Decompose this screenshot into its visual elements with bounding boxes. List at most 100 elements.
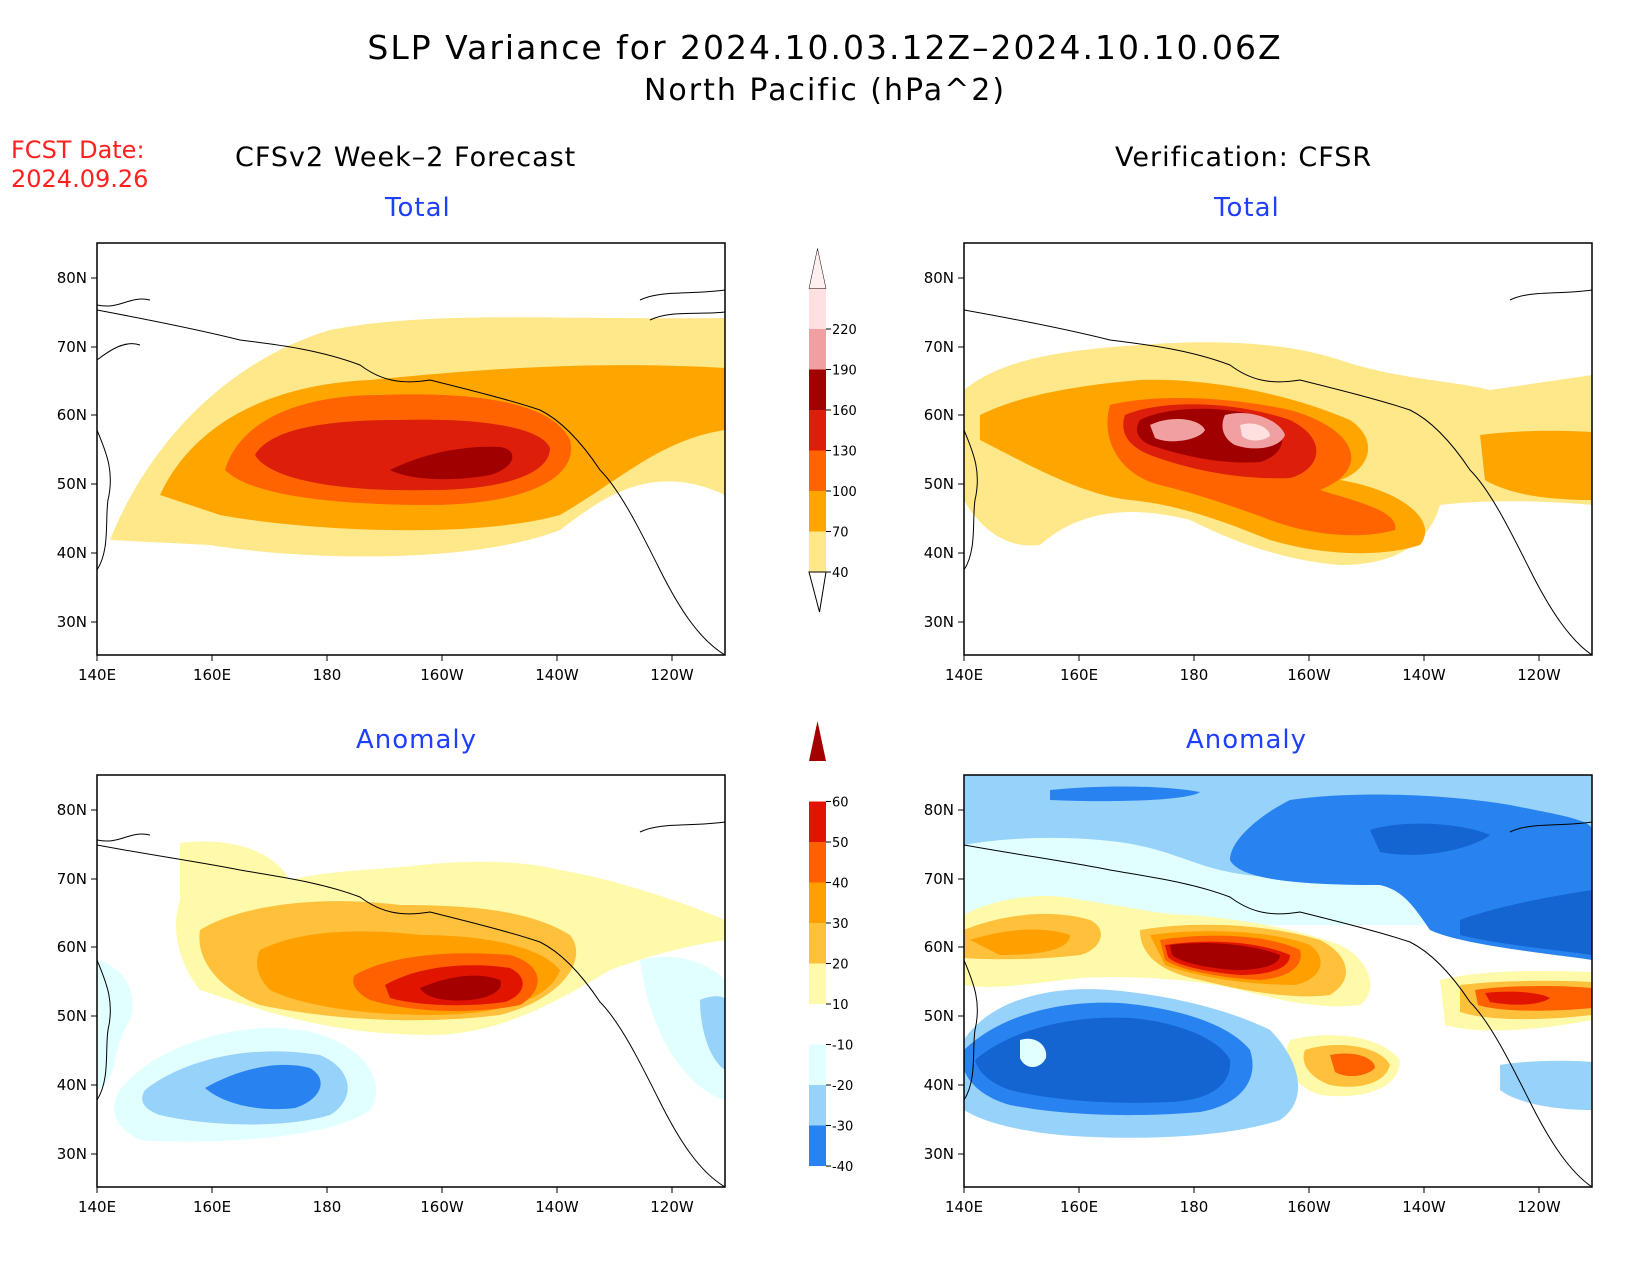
colorbar-swatch	[809, 531, 826, 572]
colorbar-swatch	[809, 923, 826, 964]
lat-tick-label: 60N	[924, 938, 954, 956]
colorbar-swatch	[809, 801, 826, 842]
lon-tick-label: 160W	[1287, 1198, 1331, 1216]
map-forecast-total	[96, 242, 726, 656]
map-verification-total	[963, 242, 1593, 656]
map-forecast-anomaly	[96, 774, 726, 1188]
lat-tick-label: 70N	[57, 338, 87, 356]
contour-160	[390, 446, 513, 480]
panel-label-forecast-anomaly: Anomaly	[356, 725, 478, 755]
lat-tick-label: 50N	[924, 475, 954, 493]
colorbar-swatch	[809, 963, 826, 1004]
lat-tick-label: 80N	[924, 801, 954, 819]
verification-column-title: Verification: CFSR	[1115, 142, 1373, 173]
lat-tick-label: 70N	[924, 870, 954, 888]
lat-tick-label: 60N	[57, 406, 87, 424]
colorbar-level: 50	[832, 836, 849, 851]
lon-tick-label: 140E	[945, 666, 983, 684]
colorbar-swatch	[809, 450, 826, 491]
colorbar-swatch	[809, 288, 826, 329]
colorbar-swatch	[809, 491, 826, 532]
main-title: SLP Variance for 2024.10.03.12Z–2024.10.…	[367, 28, 1283, 67]
lat-tick-label: 40N	[924, 544, 954, 562]
lon-tick-label: 140E	[78, 666, 116, 684]
colorbar-level: -30	[832, 1120, 853, 1135]
colorbar-level: 160	[832, 404, 857, 419]
colorbar-level: -20	[832, 1079, 853, 1094]
colorbar-swatch	[809, 1044, 826, 1085]
colorbar-level: 40	[832, 566, 849, 581]
colorbar-level: 10	[832, 998, 849, 1013]
lat-tick-label: 40N	[924, 1076, 954, 1094]
coastline	[964, 821, 1592, 1187]
colorbar-anomaly: -40 -30 -20 -10 10 20 30 40 50 60	[809, 721, 853, 1175]
colorbar-level: 100	[832, 485, 857, 500]
lat-tick-label: 70N	[57, 870, 87, 888]
lon-tick-label: 140W	[1402, 1198, 1446, 1216]
panel-label-verification-anomaly: Anomaly	[1186, 725, 1308, 755]
lat-tick-label: 50N	[57, 475, 87, 493]
lon-tick-label: 180	[1180, 666, 1209, 684]
contour-pos-hole	[1020, 1038, 1047, 1067]
fcst-date-value: 2024.09.26	[11, 165, 149, 193]
forecast-date-block: FCST Date: 2024.09.26	[11, 136, 148, 194]
colorbar-level: -10	[832, 1039, 853, 1054]
lon-tick-label: 140W	[1402, 666, 1446, 684]
colorbar-level: 20	[832, 958, 849, 973]
lat-tick-label: 50N	[57, 1007, 87, 1025]
colorbar-swatch	[809, 369, 826, 410]
lon-tick-label: 160E	[1060, 666, 1098, 684]
coastline	[964, 289, 1592, 655]
lat-tick-label: 80N	[924, 269, 954, 287]
lon-tick-label: 160W	[1287, 666, 1331, 684]
colorbar-swatch	[809, 410, 826, 451]
main-subtitle: North Pacific (hPa^2)	[643, 73, 1007, 108]
lon-tick-label: 140W	[535, 666, 579, 684]
contour-60	[420, 975, 501, 1001]
lon-tick-label: 120W	[1517, 1198, 1561, 1216]
colorbar-arrow-high	[808, 248, 827, 289]
lat-tick-label: 60N	[57, 938, 87, 956]
lat-tick-label: 30N	[57, 613, 87, 631]
lon-tick-label: 120W	[650, 666, 694, 684]
axes-layer: 140E 160E 180 160W 140W 120W 80N 70N 60N 50N 40N 30…	[57, 269, 1561, 1216]
lon-tick-label: 160W	[420, 1198, 464, 1216]
lon-tick-label: 160E	[193, 1198, 231, 1216]
lon-tick-label: 160W	[420, 666, 464, 684]
lon-tick-label: 180	[1180, 1198, 1209, 1216]
panel-label-verification-total: Total	[1214, 193, 1280, 223]
colorbar-level: 30	[832, 917, 849, 932]
contour-60	[1170, 943, 1280, 970]
colorbar-swatch	[809, 1085, 826, 1126]
lat-tick-label: 40N	[57, 1076, 87, 1094]
colorbar-level: 190	[832, 364, 857, 379]
colorbar-level: 220	[832, 323, 857, 338]
colorbar-swatch	[809, 1125, 826, 1166]
coastline	[97, 289, 725, 655]
lon-tick-label: 160E	[1060, 1198, 1098, 1216]
lat-tick-label: 50N	[924, 1007, 954, 1025]
colorbar-total: 40 70 100 130 160 190 220	[808, 248, 857, 613]
map-verification-anomaly	[963, 774, 1593, 1188]
lon-tick-label: 140E	[78, 1198, 116, 1216]
lat-tick-label: 30N	[924, 1145, 954, 1163]
lat-tick-label: 40N	[57, 544, 87, 562]
lat-tick-label: 80N	[57, 269, 87, 287]
coastline	[97, 821, 725, 1187]
colorbar-level: 130	[832, 445, 857, 460]
lat-tick-label: 30N	[924, 613, 954, 631]
contour-neg40	[1370, 823, 1592, 955]
contour-220	[1240, 423, 1270, 441]
lon-tick-label: 120W	[1517, 666, 1561, 684]
colorbar-level: 70	[832, 526, 849, 541]
contour-neg40-south	[975, 1017, 1231, 1103]
contour-neg30	[205, 1064, 321, 1110]
lon-tick-label: 140E	[945, 1198, 983, 1216]
colorbar-swatch	[809, 842, 826, 883]
colorbar-level: 40	[832, 877, 849, 892]
contour-10	[964, 895, 1592, 1097]
lon-tick-label: 160E	[193, 666, 231, 684]
colorbar-swatch	[809, 882, 826, 923]
lat-tick-label: 30N	[57, 1145, 87, 1163]
